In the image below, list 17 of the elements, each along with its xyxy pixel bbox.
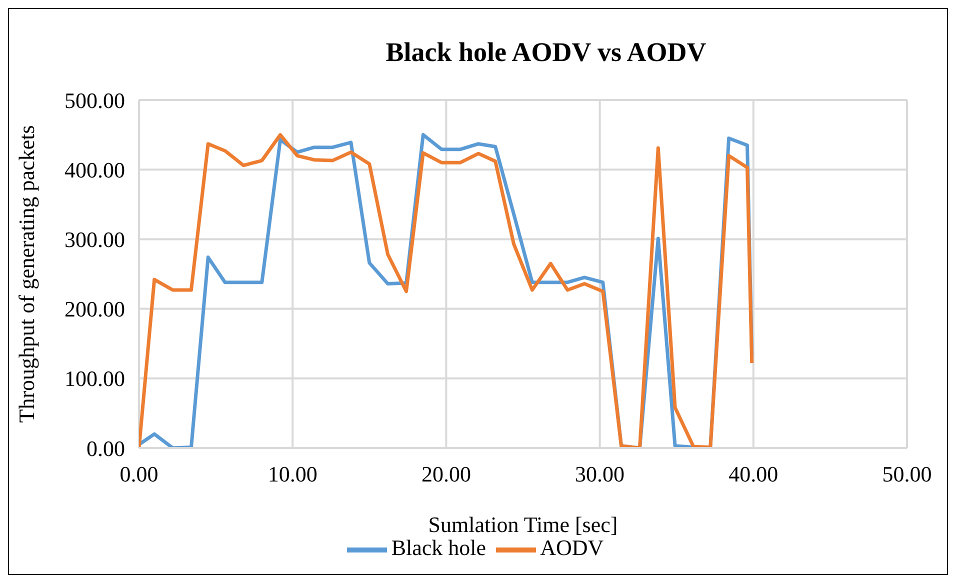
y-tick-label: 200.00 [64,296,125,322]
x-tick-label: 50.00 [882,462,932,487]
y-axis-title: Throughput of generating packets [14,125,39,423]
y-tick-label: 500.00 [64,88,125,113]
chart-title: Black hole AODV vs AODV [384,37,708,68]
x-tick-label: 20.00 [421,462,471,487]
x-axis-title: Sumlation Time [sec] [428,512,618,537]
x-tick-label: 0.00 [120,462,158,487]
x-tick-label: 30.00 [575,462,625,487]
y-tick-label: 300.00 [64,227,125,252]
y-tick-label: 100.00 [64,366,125,392]
x-tick-label: 10.00 [268,462,318,487]
y-tick-label: 400.00 [64,157,125,182]
y-tick-label: 0.00 [86,436,125,461]
legend-label: Black hole [391,535,486,560]
x-tick-label: 40.00 [728,462,778,487]
legend-label: AODV [540,535,604,560]
